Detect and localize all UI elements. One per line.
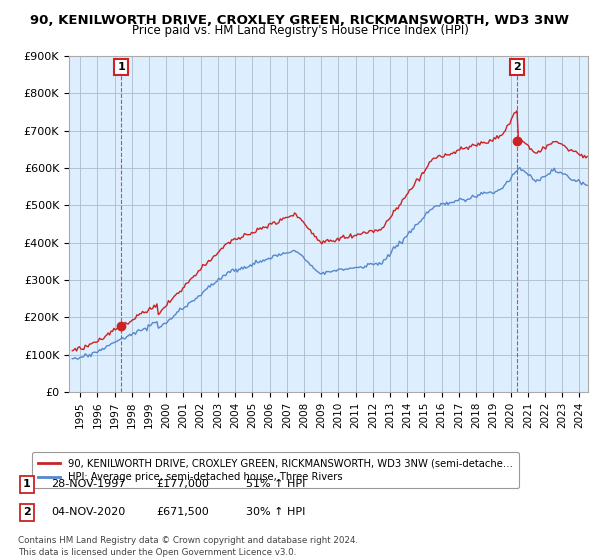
Text: 2: 2 xyxy=(513,62,521,72)
Text: 28-NOV-1997: 28-NOV-1997 xyxy=(51,479,125,489)
Legend: 90, KENILWORTH DRIVE, CROXLEY GREEN, RICKMANSWORTH, WD3 3NW (semi-detache…, HPI:: 90, KENILWORTH DRIVE, CROXLEY GREEN, RIC… xyxy=(32,452,520,488)
Text: £177,000: £177,000 xyxy=(156,479,209,489)
Text: 1: 1 xyxy=(23,479,31,489)
Text: Contains HM Land Registry data © Crown copyright and database right 2024.
This d: Contains HM Land Registry data © Crown c… xyxy=(18,536,358,557)
Text: 90, KENILWORTH DRIVE, CROXLEY GREEN, RICKMANSWORTH, WD3 3NW: 90, KENILWORTH DRIVE, CROXLEY GREEN, RIC… xyxy=(31,14,569,27)
Text: Price paid vs. HM Land Registry's House Price Index (HPI): Price paid vs. HM Land Registry's House … xyxy=(131,24,469,37)
Text: 2: 2 xyxy=(23,507,31,517)
Text: 04-NOV-2020: 04-NOV-2020 xyxy=(51,507,125,517)
Text: 51% ↑ HPI: 51% ↑ HPI xyxy=(246,479,305,489)
Text: £671,500: £671,500 xyxy=(156,507,209,517)
Text: 30% ↑ HPI: 30% ↑ HPI xyxy=(246,507,305,517)
Text: 1: 1 xyxy=(117,62,125,72)
